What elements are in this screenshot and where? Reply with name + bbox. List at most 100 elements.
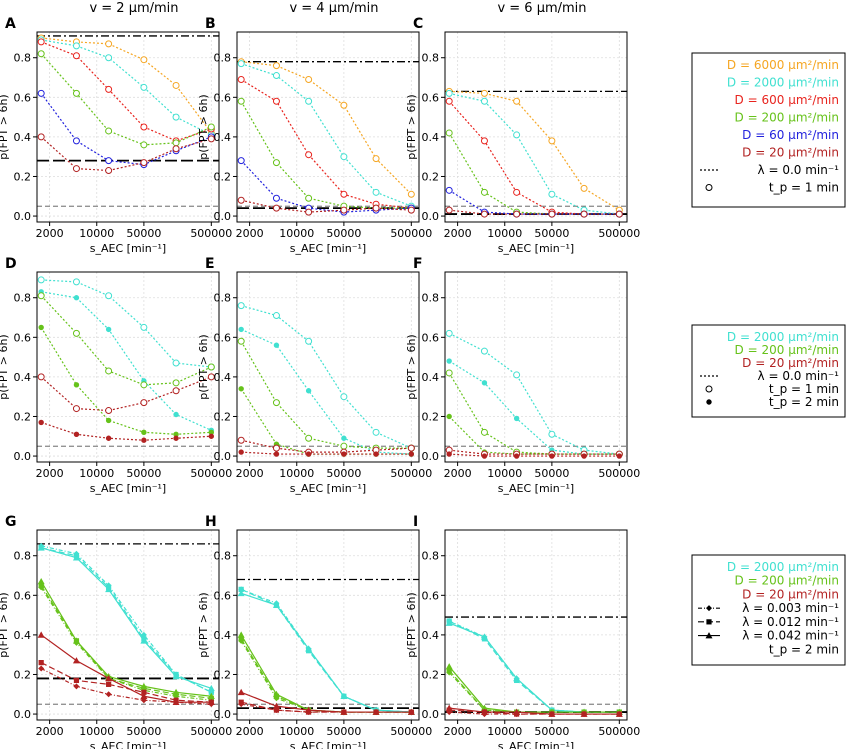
point-D20-diamond-0 xyxy=(38,665,45,672)
y-tick-label: 0.6 xyxy=(14,331,32,344)
point-D2000-square-5 xyxy=(208,689,214,695)
series-D20-filled xyxy=(241,451,412,455)
point-D2000-open-1 xyxy=(480,347,488,355)
series-D6000-open xyxy=(449,90,620,211)
point-D20-open-3 xyxy=(140,159,148,167)
point-D20-triangle-1 xyxy=(72,657,80,664)
series-D20-square xyxy=(241,701,412,713)
y-tick-label: 0.2 xyxy=(214,410,232,423)
y-tick-label: 0.8 xyxy=(14,52,32,65)
point-D200-open-1 xyxy=(72,329,80,337)
x-tick-label: 50000 xyxy=(126,467,161,480)
y-tick-label: 0.6 xyxy=(14,91,32,104)
point-D200-triangle-4 xyxy=(172,688,180,696)
x-tick-label: 500000 xyxy=(390,725,432,738)
x-tick-label: 10000 xyxy=(487,725,522,738)
legend-entry-1: D = 2000 μm²/min xyxy=(727,330,839,344)
point-D20-triangle-3 xyxy=(548,710,556,717)
point-D200-open-1 xyxy=(480,188,488,196)
y-axis-label: p(FPT > 6h) xyxy=(197,334,210,399)
x-tick-label: 2000 xyxy=(236,227,264,240)
point-D2000-filled-2 xyxy=(105,326,112,333)
point-D20-open-1 xyxy=(272,204,280,212)
point-D6000-open-4 xyxy=(172,81,180,89)
point-D600-open-1 xyxy=(272,97,280,105)
point-D2000-open-3 xyxy=(340,153,348,161)
point-D2000-triangle-0 xyxy=(37,544,45,551)
y-tick-label: 0.4 xyxy=(422,131,440,144)
point-D600-open-0 xyxy=(237,76,245,83)
legend-entry-5: D = 60 μm²/min xyxy=(742,128,839,142)
y-tick-label: 0.2 xyxy=(14,170,32,183)
series-D20-open xyxy=(241,199,412,213)
legend-entry-2: D = 2000 μm²/min xyxy=(727,76,839,90)
point-D20-open-0 xyxy=(445,206,453,214)
point-D2000-triangle-4 xyxy=(172,672,180,680)
point-D2000-open-2 xyxy=(105,54,113,62)
point-D2000-open-3 xyxy=(140,323,148,331)
legend-entry-7: λ = 0.0 min⁻¹ xyxy=(758,163,840,177)
x-tick-label: 50000 xyxy=(534,227,569,240)
x-tick-label: 50000 xyxy=(326,227,361,240)
series-D2000-open xyxy=(241,305,412,449)
y-tick-label: 0.2 xyxy=(14,668,32,681)
point-D200-filled-0 xyxy=(238,386,244,392)
series-D6000-open xyxy=(41,37,212,134)
series-D20-open xyxy=(40,376,212,412)
panel-F: 2000 10000 50000 500000 0.0 0.2 0.4 0.6 0.8 s_AEC… xyxy=(405,256,640,495)
point-D2000-filled-0 xyxy=(446,358,452,364)
y-tick-label: 0.4 xyxy=(214,371,232,384)
y-tick-label: 0.8 xyxy=(214,52,232,65)
x-tick-label: 500000 xyxy=(598,725,640,738)
panel-frame xyxy=(236,31,420,223)
y-tick-label: 0.0 xyxy=(422,450,440,463)
point-D200-open-0 xyxy=(37,50,45,58)
y-axis-label: p(FPT > 6h) xyxy=(405,94,418,159)
point-D60-open-2 xyxy=(105,157,113,165)
column-title-3: v = 6 μm/min xyxy=(497,1,586,16)
point-D2000-filled-2 xyxy=(305,388,312,394)
point-D20-open-2 xyxy=(105,167,113,175)
point-D2000-open-0 xyxy=(237,60,245,68)
x-tick-label: 50000 xyxy=(326,467,361,480)
y-tick-label: 0.2 xyxy=(422,410,440,423)
x-tick-label: 2000 xyxy=(236,467,264,480)
point-D2000-open-0 xyxy=(445,89,453,97)
y-tick-label: 0.8 xyxy=(422,550,440,563)
point-D20-filled-1 xyxy=(481,453,488,459)
panel-D: 2000 10000 50000 500000 0.0 0.2 0.4 0.6 0.8 s_AEC… xyxy=(0,256,232,495)
y-tick-label: 0.6 xyxy=(422,91,440,104)
point-D200-triangle-3 xyxy=(140,682,148,690)
series-D20-diamond xyxy=(449,711,620,715)
point-D20-filled-2 xyxy=(305,451,312,457)
x-tick-label: 2000 xyxy=(36,467,64,480)
point-D600-open-2 xyxy=(305,151,313,159)
point-D200-open-2 xyxy=(105,367,113,375)
point-D200-open-0 xyxy=(445,369,453,377)
point-D6000-open-1 xyxy=(272,62,280,70)
point-D20-open-4 xyxy=(172,145,180,153)
series-D2000-filled xyxy=(41,291,212,431)
panel-label-B: B xyxy=(205,16,216,32)
series-D200-open xyxy=(40,53,212,146)
point-D20-filled-0 xyxy=(446,451,452,457)
point-D200-open-4 xyxy=(172,139,180,147)
point-D2000-open-4 xyxy=(172,359,180,367)
point-D60-open-0 xyxy=(237,157,245,165)
point-D200-square-0 xyxy=(446,667,452,674)
x-tick-label: 10000 xyxy=(79,227,114,240)
point-D20-filled-3 xyxy=(141,437,147,443)
point-D2000-open-2 xyxy=(513,131,521,139)
point-D2000-open-2 xyxy=(513,371,521,379)
panel-frame xyxy=(236,529,420,721)
point-D600-open-1 xyxy=(480,137,488,145)
panel-label-G: G xyxy=(5,514,17,530)
point-D20-open-1 xyxy=(272,444,280,452)
point-D20-open-0 xyxy=(37,373,45,381)
point-D2000-open-1 xyxy=(480,97,488,105)
series-D20-open xyxy=(40,136,212,172)
point-D200-square-0 xyxy=(38,582,44,589)
panel-frame xyxy=(444,31,628,223)
y-tick-label: 0.6 xyxy=(214,331,232,344)
